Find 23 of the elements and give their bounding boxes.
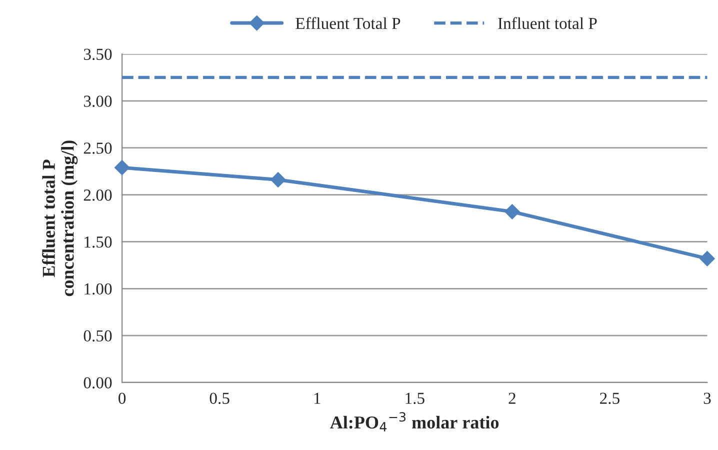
y-tick-label: 1.00 — [84, 283, 112, 295]
x-tick-label: 0.5 — [210, 392, 230, 404]
y-axis-title: Effluent total P concentration (mg/l) — [42, 140, 78, 296]
x-tick-label: 0 — [118, 392, 126, 404]
x-axis-title: Al:PO$_{4}$$^{−3}$ molar ratio — [330, 412, 499, 432]
x-tick-label: 3 — [704, 392, 711, 404]
y-tick-label: 3.50 — [84, 48, 112, 60]
point — [700, 251, 715, 266]
x-tick-label: 1 — [314, 392, 320, 404]
x-tick-label: 1.5 — [406, 392, 424, 404]
point — [270, 172, 286, 188]
x-tick-label: 2.5 — [600, 392, 620, 404]
point — [114, 160, 130, 176]
y-tick-label: 0.50 — [84, 330, 112, 342]
y-tick-label: 3.00 — [84, 96, 112, 107]
y-tick-label: 1.50 — [84, 236, 112, 248]
y-tick-label: 2.00 — [84, 189, 112, 201]
legend-label: Influent total P — [498, 17, 597, 30]
y-tick-label: 2.50 — [84, 142, 112, 154]
point — [504, 204, 520, 220]
x-tick-label: 2 — [508, 392, 516, 404]
legend-label: Effluent Total P — [296, 17, 400, 30]
y-tick-label: 0.00 — [84, 377, 112, 389]
